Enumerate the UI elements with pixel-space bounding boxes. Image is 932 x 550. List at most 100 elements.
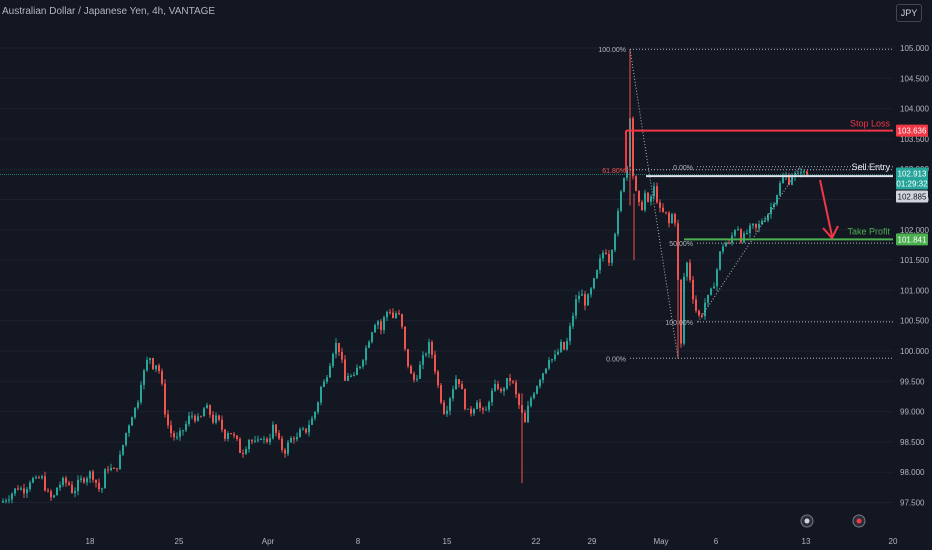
- candle-body: [656, 186, 658, 203]
- candle-body: [17, 488, 19, 490]
- candle-body: [176, 436, 178, 438]
- fib-minor-label: 50.00%: [669, 241, 693, 248]
- candle-body: [419, 364, 421, 379]
- candle-body: [89, 471, 91, 479]
- candle-body: [509, 378, 511, 382]
- candle-body: [575, 299, 577, 316]
- candle-body: [761, 221, 763, 224]
- candle-body: [401, 314, 403, 327]
- time-axis[interactable]: 18 25 Apr 8 15 22 29 May 6 13 20: [86, 537, 898, 546]
- candle-body: [269, 438, 271, 443]
- candle-body: [590, 288, 592, 295]
- candle-body: [335, 342, 337, 354]
- candle-body: [434, 354, 436, 372]
- candle-body: [533, 393, 535, 399]
- candle-body: [635, 176, 637, 191]
- candle-body: [530, 398, 532, 406]
- candle-body: [566, 340, 568, 350]
- y-tick-label: 102.000: [900, 226, 929, 235]
- candle-body: [662, 207, 664, 212]
- candle-body: [137, 402, 139, 408]
- candle-body: [461, 383, 463, 390]
- candle-body: [173, 433, 175, 438]
- currency-button[interactable]: JPY: [896, 4, 922, 22]
- candle-body: [632, 118, 634, 177]
- candle-body: [197, 416, 199, 421]
- candle-body: [518, 394, 520, 406]
- candle-body: [50, 491, 52, 498]
- candle-body: [248, 439, 250, 450]
- price-axis[interactable]: 97.500 98.000 98.500 99.000 99.500 100.000 100…: [900, 44, 929, 508]
- candle-body: [131, 417, 133, 426]
- candle-body: [686, 262, 688, 277]
- x-tick-label: 18: [86, 537, 95, 546]
- candle-body: [353, 375, 355, 377]
- candle-body: [506, 378, 508, 389]
- candle-body: [113, 468, 115, 470]
- candle-body: [386, 311, 388, 318]
- candle-body: [683, 276, 685, 344]
- candle-body: [338, 342, 340, 352]
- y-tick-label: 97.500: [900, 499, 925, 508]
- candlestick-series: [2, 49, 808, 504]
- candle-body: [740, 229, 742, 243]
- candle-body: [374, 325, 376, 333]
- candle-body: [368, 341, 370, 348]
- candle-body: [569, 326, 571, 341]
- current-price-badge: 102.913: [898, 169, 927, 178]
- candle-body: [788, 175, 790, 185]
- candle-body: [437, 371, 439, 386]
- candle-body: [710, 288, 712, 295]
- fibonacci-levels: 100.00% 61.80% 0.00% 0.00% 50.00% 100.00%: [598, 47, 893, 363]
- fib-major-label: 100.00%: [598, 47, 626, 54]
- candle-body: [572, 315, 574, 327]
- x-tick-label: 22: [532, 537, 541, 546]
- x-tick-label: 13: [802, 537, 811, 546]
- candle-body: [476, 402, 478, 410]
- chart-grid: [0, 47, 893, 503]
- candle-body: [512, 381, 514, 383]
- candle-body: [224, 429, 226, 439]
- candle-body: [11, 493, 13, 500]
- x-tick-label: May: [653, 537, 668, 546]
- candle-body: [398, 313, 400, 315]
- candle-body: [752, 223, 754, 226]
- candle-body: [500, 388, 502, 392]
- x-tick-label: 25: [175, 537, 184, 546]
- flag-icon[interactable]: [800, 514, 814, 528]
- candle-body: [680, 279, 682, 344]
- candle-body: [620, 191, 622, 211]
- candle-body: [239, 438, 241, 454]
- candle-body: [125, 432, 127, 445]
- candle-body: [110, 468, 112, 471]
- candle-body: [95, 479, 97, 483]
- candle-body: [98, 482, 100, 490]
- candle-body: [68, 482, 70, 485]
- candle-body: [236, 435, 238, 439]
- candle-body: [767, 214, 769, 221]
- candle-body: [515, 382, 517, 395]
- candle-body: [200, 416, 202, 418]
- x-tick-label: Apr: [262, 537, 275, 546]
- candle-body: [347, 375, 349, 381]
- candle-body: [560, 341, 562, 352]
- candle-body: [431, 341, 433, 355]
- candle-body: [80, 478, 82, 480]
- sell-entry-label: Sell Entry: [851, 162, 890, 172]
- candle-body: [488, 402, 490, 410]
- candle-body: [311, 418, 313, 425]
- candle-body: [800, 172, 802, 174]
- candle-body: [377, 321, 379, 326]
- candle-body: [416, 378, 418, 380]
- candle-body: [539, 379, 541, 387]
- candle-body: [797, 173, 799, 175]
- y-tick-label: 104.000: [900, 105, 929, 114]
- candle-body: [152, 358, 154, 370]
- candle-body: [188, 415, 190, 425]
- event-icon[interactable]: [852, 514, 866, 528]
- candle-body: [707, 294, 709, 303]
- candle-body: [422, 355, 424, 365]
- candle-body: [593, 278, 595, 289]
- candle-body: [527, 405, 529, 423]
